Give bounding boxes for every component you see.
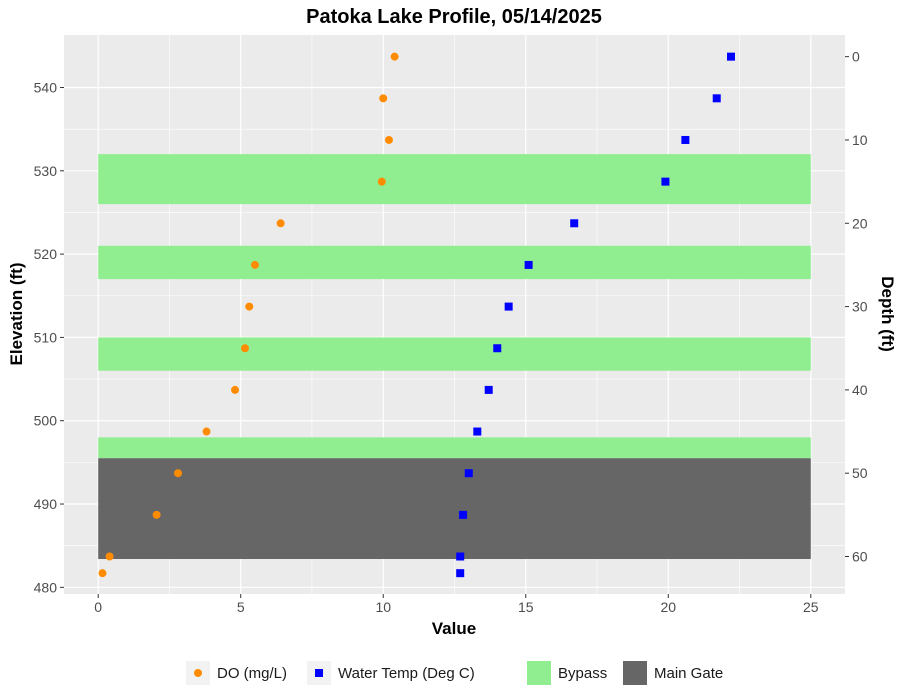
x-tick-label: 10 xyxy=(375,599,391,615)
legend-label: Water Temp (Deg C) xyxy=(338,665,475,682)
temp-point xyxy=(504,302,513,311)
x-tick-label: 5 xyxy=(237,599,245,615)
legend-label: Bypass xyxy=(558,665,607,682)
do-point xyxy=(98,569,107,578)
do-point xyxy=(379,94,388,103)
main-gate-band xyxy=(98,458,811,560)
temp-point xyxy=(456,569,465,578)
do-point xyxy=(152,510,161,519)
do-point xyxy=(202,427,211,436)
y-tick-label: 520 xyxy=(34,246,58,262)
legend-label: DO (mg/L) xyxy=(217,665,287,682)
y-tick-label: 500 xyxy=(34,413,58,429)
y-tick-label: 510 xyxy=(34,329,58,345)
x-axis: 0 5 10 15 20 25 xyxy=(94,594,819,615)
depth-tick-label: 30 xyxy=(852,299,868,315)
y-tick-label: 540 xyxy=(34,79,58,95)
do-point xyxy=(245,302,254,311)
y-tick-label: 530 xyxy=(34,163,58,179)
temp-point xyxy=(570,219,579,228)
depth-tick-label: 0 xyxy=(852,49,860,65)
y2-axis-title: Depth (ft) xyxy=(878,276,897,352)
depth-tick-label: 10 xyxy=(852,132,868,148)
y-tick-label: 490 xyxy=(34,496,58,512)
legend-key-main-gate xyxy=(623,661,647,685)
do-point xyxy=(377,177,386,186)
temp-point xyxy=(459,510,468,519)
temp-point xyxy=(726,52,735,61)
points-layer xyxy=(98,52,735,578)
depth-tick-label: 20 xyxy=(852,215,868,231)
bands-layer xyxy=(98,154,811,560)
bypass-band xyxy=(98,154,811,205)
temp-point xyxy=(473,427,482,436)
y-axis-right: 0 10 20 30 40 50 60 xyxy=(845,49,868,565)
bypass-band xyxy=(98,437,811,459)
temp-point xyxy=(661,177,670,186)
legend-label: Main Gate xyxy=(654,665,723,682)
legend: DO (mg/L) Water Temp (Deg C) Bypass Main Ga… xyxy=(186,661,723,685)
do-point xyxy=(390,52,399,61)
temp-point xyxy=(681,135,690,144)
x-tick-label: 20 xyxy=(660,599,676,615)
temp-point xyxy=(524,260,533,269)
depth-tick-label: 50 xyxy=(852,465,868,481)
temp-point xyxy=(484,385,493,394)
do-point xyxy=(174,469,183,478)
y-tick-label: 480 xyxy=(34,579,58,595)
do-point xyxy=(276,219,285,228)
do-point xyxy=(384,135,393,144)
legend-key-temp xyxy=(315,669,323,677)
legend-key-do xyxy=(194,669,202,677)
y-axis-left: 480 490 500 510 520 530 540 xyxy=(34,79,64,595)
depth-tick-label: 60 xyxy=(852,549,868,565)
bypass-band xyxy=(98,245,811,280)
temp-point xyxy=(456,552,465,561)
grid-minor xyxy=(64,35,845,594)
x-tick-label: 25 xyxy=(803,599,819,615)
do-point xyxy=(250,260,259,269)
do-point xyxy=(231,385,240,394)
legend-key-bypass xyxy=(527,661,551,685)
do-point xyxy=(105,552,114,561)
x-tick-label: 0 xyxy=(94,599,102,615)
temp-point xyxy=(712,94,721,103)
temp-point xyxy=(493,344,502,353)
y-axis-title: Elevation (ft) xyxy=(7,263,26,366)
bypass-band xyxy=(98,337,811,371)
chart-title: Patoka Lake Profile, 05/14/2025 xyxy=(306,6,602,28)
x-axis-title: Value xyxy=(432,619,476,638)
temp-point xyxy=(464,469,473,478)
do-point xyxy=(240,344,249,353)
depth-tick-label: 40 xyxy=(852,382,868,398)
x-tick-label: 15 xyxy=(518,599,534,615)
